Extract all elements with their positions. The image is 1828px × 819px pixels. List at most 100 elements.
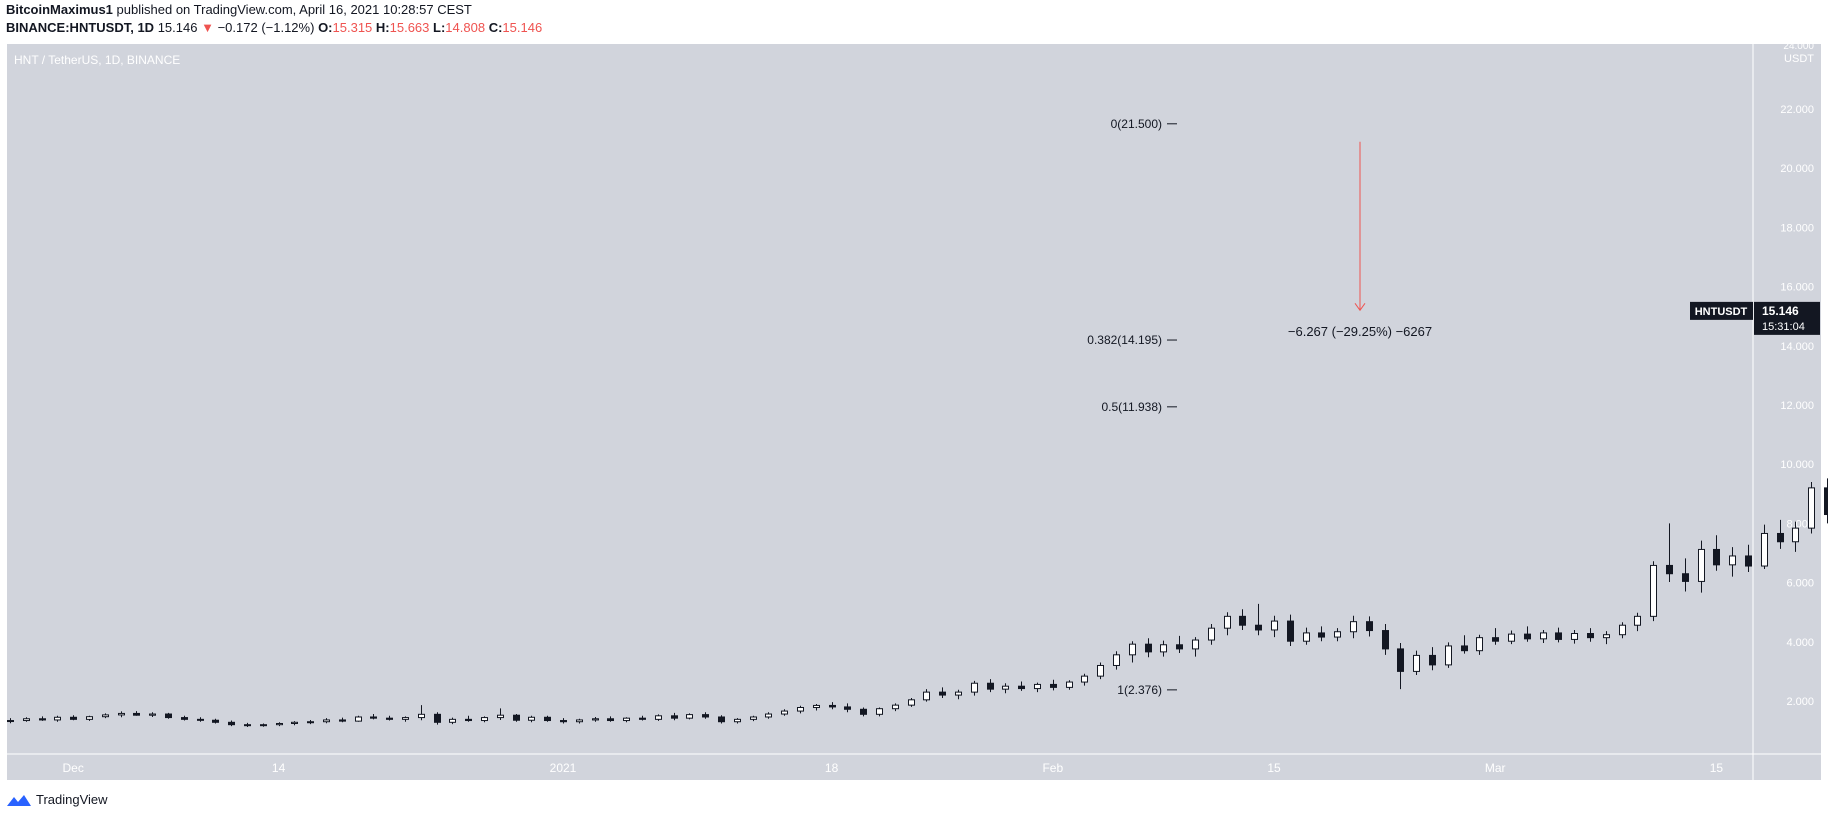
time-axis[interactable] (7, 754, 1821, 780)
candle-body (1081, 675, 1088, 683)
candle-body (1587, 633, 1594, 639)
low-label: L: (433, 20, 446, 35)
candle-body (1050, 683, 1057, 688)
open-value: 15.315 (332, 20, 373, 35)
fib-level-label: 0.5(11.938) (1102, 400, 1163, 414)
candle-body (1287, 620, 1294, 642)
candle-body (1224, 615, 1231, 629)
time-tick-label: Mar (1485, 761, 1506, 775)
chart-pane[interactable] (7, 44, 1753, 754)
price-badge-value: 15.146 (1762, 304, 1799, 318)
candle-body (1429, 654, 1436, 666)
candle-body (607, 718, 614, 722)
candle-body (102, 714, 109, 718)
measure-label: −6.267 (−29.25%) −6267 (1288, 324, 1432, 339)
candle-body (1555, 632, 1562, 640)
candle-body (1540, 632, 1547, 640)
brand-name[interactable]: TradingView (36, 792, 108, 807)
candle-body (528, 716, 535, 721)
candle-body (592, 718, 599, 721)
candle-body (1002, 685, 1009, 690)
close-value: 15.146 (502, 20, 543, 35)
symbol-badge-label: HNTUSDT (1695, 306, 1748, 318)
candle-body (355, 716, 362, 722)
candle-body (7, 720, 14, 723)
candle-body (54, 716, 61, 721)
candle-body (1382, 630, 1389, 650)
candle-body (197, 718, 204, 721)
price-tick-label: 12.000 (1780, 400, 1814, 412)
candle-body (655, 715, 662, 720)
candle-body (1334, 631, 1341, 638)
candle-body (1650, 564, 1657, 617)
candle-body (307, 721, 314, 724)
candle-body (971, 682, 978, 693)
price-tick-label: 8.000 (1786, 518, 1814, 530)
candle-body (829, 704, 836, 708)
candle-body (513, 714, 520, 721)
price-tick-cut: 24.000 (1783, 41, 1814, 52)
candle-body (465, 718, 472, 722)
candle-body (481, 717, 488, 722)
candle-body (276, 722, 283, 726)
footer: TradingView (6, 792, 108, 807)
time-tick-labels: Dec14202118Feb15Mar15Apr12May17Jun14Jul (63, 761, 1724, 775)
candle-body (892, 704, 899, 710)
candle-body (165, 713, 172, 719)
candle-body (291, 721, 298, 724)
candle-body (876, 708, 883, 715)
author-name[interactable]: BitcoinMaximus1 (6, 2, 113, 17)
price-axis[interactable] (1753, 44, 1821, 754)
symbol-badge (1690, 301, 1753, 320)
candle-body (1666, 564, 1673, 575)
candle-body (1318, 632, 1325, 638)
candle-body (323, 719, 330, 723)
candle-body (1492, 637, 1499, 642)
candle-body (1461, 645, 1468, 652)
last-price: 15.146 (157, 20, 198, 35)
price-tick-label: 22.000 (1780, 104, 1814, 116)
candle-body (1761, 532, 1768, 567)
candle-body (449, 718, 456, 723)
open-label: O: (318, 20, 333, 35)
tradingview-logo-icon[interactable] (6, 793, 32, 807)
candle-body (1160, 644, 1167, 653)
candle-body (70, 716, 77, 720)
countdown-value: 15:31:04 (1762, 321, 1805, 333)
time-tick-label: 14 (272, 761, 286, 775)
candle-body (1255, 624, 1262, 631)
price-tick-label: 14.000 (1780, 341, 1814, 353)
candle-body (781, 710, 788, 715)
candle-body (181, 717, 188, 720)
candle-body (1824, 487, 1828, 516)
candle-body (1571, 633, 1578, 640)
candle-body (939, 691, 946, 696)
candle-body (686, 714, 693, 719)
candle-body (434, 713, 441, 723)
candle-body (1145, 643, 1152, 653)
candle-body (671, 715, 678, 719)
candle-body (260, 724, 267, 727)
price-tick-label: 2.000 (1786, 696, 1814, 708)
candle-body (1634, 615, 1641, 626)
measure-tool[interactable]: −6.267 (−29.25%) −6267 (1288, 141, 1432, 339)
high-label: H: (375, 20, 390, 35)
price-tick-label: 20.000 (1780, 163, 1814, 175)
candle-body (1729, 555, 1736, 566)
candle-body (1066, 681, 1073, 688)
time-tick-label: 2021 (550, 761, 577, 775)
candle-body (1603, 634, 1610, 639)
down-triangle-icon: ▼ (201, 20, 214, 35)
candle-body (702, 714, 709, 718)
fib-level-label: 1(2.376) (1117, 683, 1162, 697)
candle-body (1397, 648, 1404, 672)
candle-body (1366, 621, 1373, 632)
high-value: 15.663 (389, 20, 430, 35)
candle-body (1192, 639, 1199, 650)
currency-label: USDT (1784, 53, 1814, 65)
candle-body (1239, 615, 1246, 626)
candle-body (813, 704, 820, 709)
candle-body (1097, 664, 1104, 677)
ohlc-legend: BINANCE:HNTUSDT, 1D 15.146 ▼ −0.172 (−1.… (6, 20, 542, 35)
